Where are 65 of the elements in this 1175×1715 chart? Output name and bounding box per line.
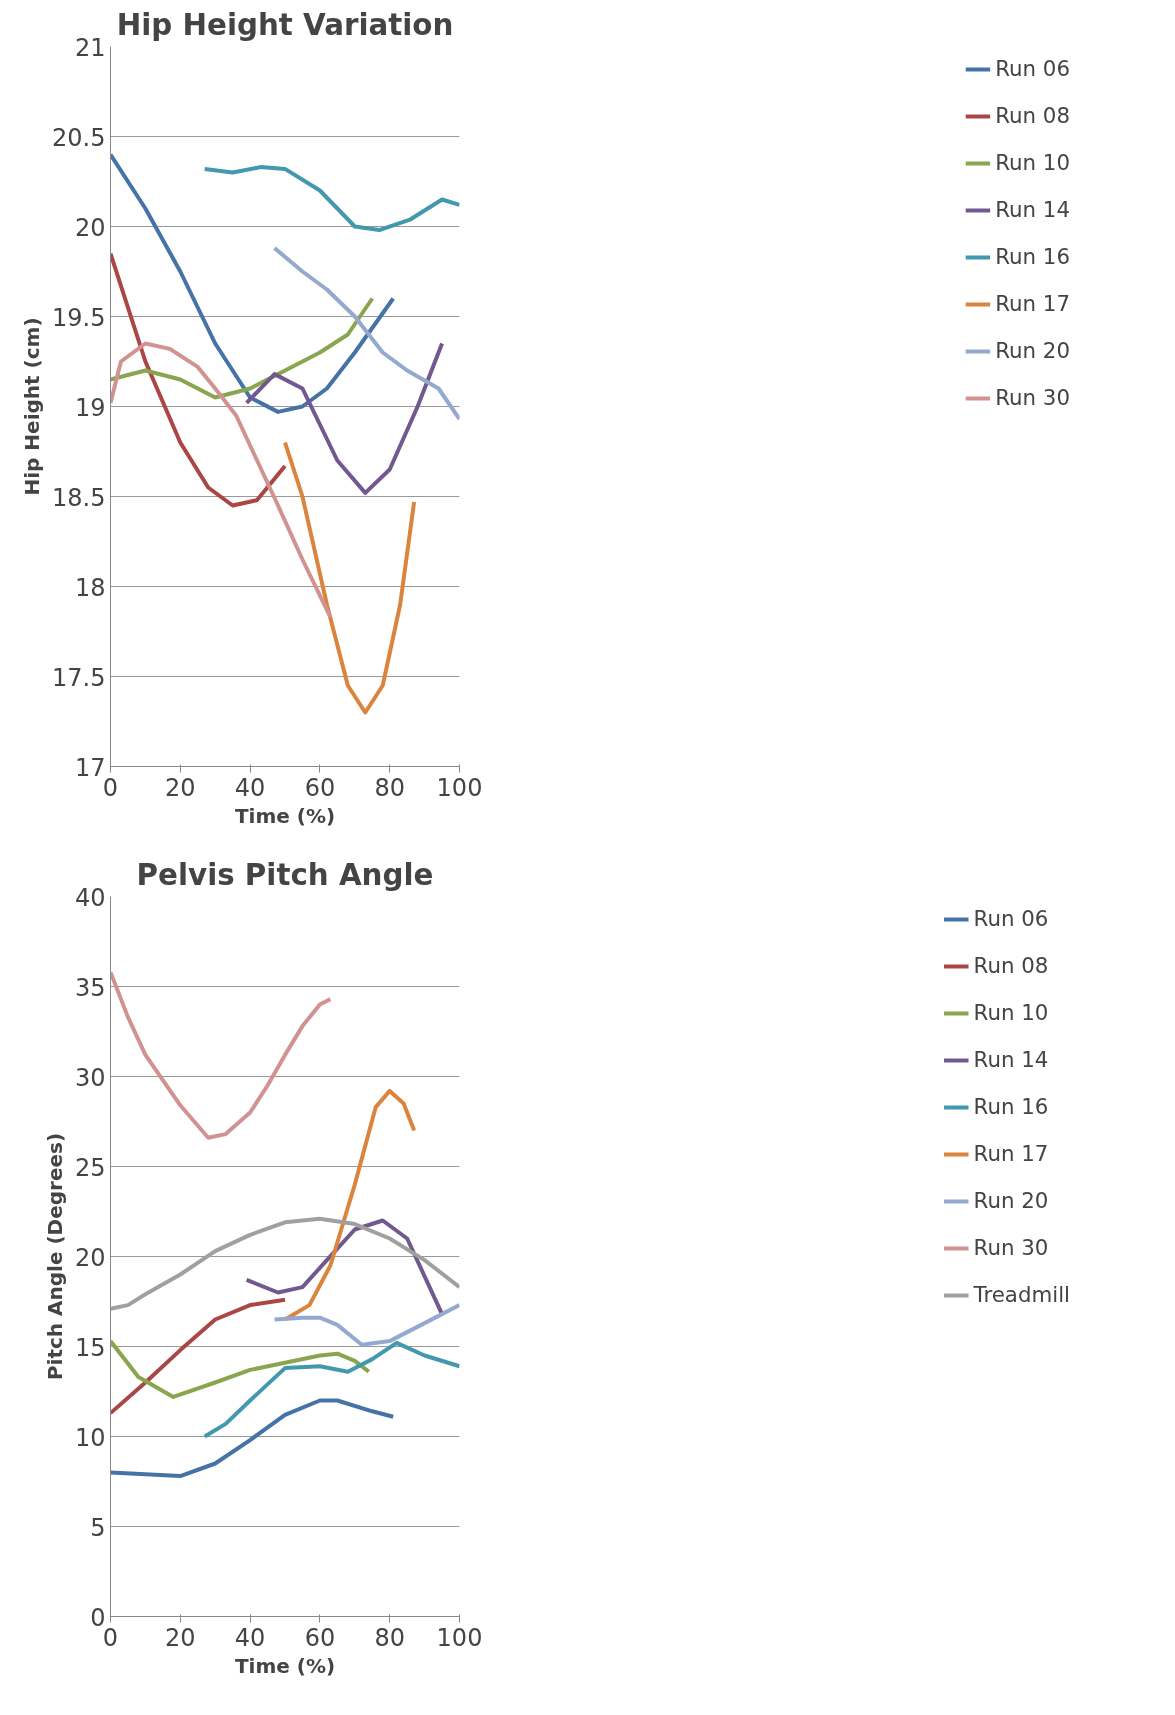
x-tick-label: 40 [234, 1623, 266, 1652]
x-tick-label: 40 [234, 773, 266, 802]
legend-label: Run 14 [973, 1047, 1049, 1072]
legend-label: Run 20 [973, 1188, 1049, 1213]
legend-label: Run 20 [995, 338, 1070, 363]
line-series [110, 1339, 371, 1399]
y-tick-label: 21 [74, 33, 106, 62]
line-series [283, 440, 417, 715]
x-tick-label: 80 [374, 1623, 405, 1652]
line-series [272, 246, 460, 422]
line-series [272, 1303, 460, 1347]
line-series [202, 1340, 460, 1439]
line-series [110, 296, 375, 400]
legend-label: Run 10 [995, 150, 1070, 175]
y-tick-label: 17 [74, 753, 106, 782]
y-tick-label: 20 [74, 1243, 106, 1272]
x-tick-label: 80 [374, 773, 405, 802]
legend-label: Run 30 [973, 1235, 1049, 1260]
y-tick-label: 30 [74, 1063, 106, 1092]
y-tick-label: 20.5 [52, 123, 106, 152]
y-tick-label: 0 [90, 1603, 106, 1632]
y-tick-label: 25 [74, 1153, 106, 1182]
legend-label: Run 30 [995, 385, 1070, 410]
legend-label: Run 08 [995, 103, 1070, 128]
y-axis-title: Hip Height (cm) [20, 317, 45, 496]
y-axis-title: Pitch Angle (Degrees) [42, 1132, 67, 1381]
line-series [110, 341, 333, 620]
legend-label: Run 16 [973, 1094, 1049, 1119]
y-tick-label: 19 [74, 393, 106, 422]
line-series [110, 1398, 396, 1479]
legend-label: Run 17 [973, 1141, 1049, 1166]
legend-label: Run 10 [973, 1000, 1049, 1025]
line-series [110, 251, 287, 508]
y-tick-label: 17.5 [52, 663, 106, 692]
x-axis-title: Time (%) [234, 803, 336, 828]
x-tick-label: 100 [436, 773, 483, 802]
y-tick-label: 35 [74, 973, 106, 1002]
line-series [110, 152, 396, 414]
y-tick-label: 10 [74, 1423, 106, 1452]
legend-label: Run 16 [995, 244, 1070, 269]
y-tick-label: 18 [74, 573, 106, 602]
legend-label: Treadmill [973, 1282, 1070, 1307]
x-axis-title: Time (%) [234, 1653, 336, 1678]
y-tick-label: 5 [90, 1513, 106, 1542]
line-series [202, 165, 460, 233]
line-series [110, 970, 333, 1140]
legend-label: Run 08 [973, 953, 1049, 978]
line-series [244, 341, 445, 495]
x-tick-label: 100 [436, 1623, 483, 1652]
y-tick-label: 40 [74, 883, 106, 912]
y-tick-label: 19.5 [52, 303, 106, 332]
legend-label: Run 17 [995, 291, 1070, 316]
x-tick-label: 60 [304, 773, 336, 802]
line-series [110, 1297, 287, 1416]
y-tick-label: 18.5 [52, 483, 106, 512]
legend-label: Run 14 [995, 197, 1070, 222]
chart-title: Pelvis Pitch Angle [136, 857, 434, 892]
x-tick-label: 20 [165, 773, 196, 802]
x-tick-label: 60 [304, 1623, 336, 1652]
legend-label: Run 06 [995, 56, 1070, 81]
x-tick-label: 20 [165, 1623, 196, 1652]
y-tick-label: 15 [74, 1333, 106, 1362]
legend-label: Run 06 [973, 906, 1049, 931]
chart-title: Hip Height Variation [116, 7, 454, 42]
y-tick-label: 20 [74, 213, 106, 242]
